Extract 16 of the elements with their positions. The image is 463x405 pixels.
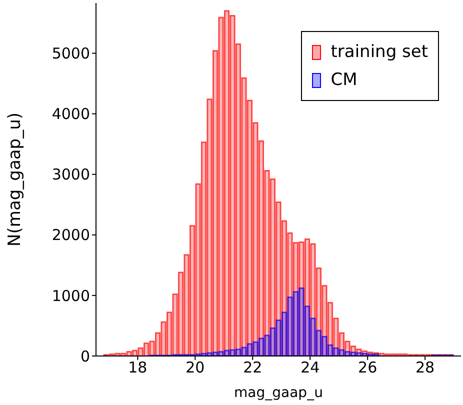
y-tick-label: 0 xyxy=(80,347,90,366)
x-tick-label: 22 xyxy=(243,358,262,377)
x-tick-label: 26 xyxy=(358,358,378,377)
x-axis-title: mag_gaap_u xyxy=(234,385,323,401)
x-tick-label: 20 xyxy=(186,358,205,377)
x-tick-label: 18 xyxy=(128,358,148,377)
y-axis-title: N(mag_gaap_u) xyxy=(5,112,26,246)
x-tick-label: 28 xyxy=(416,358,435,377)
y-tick-label: 4000 xyxy=(52,105,90,124)
y-tick-label: 2000 xyxy=(52,226,90,244)
y-tick-label: 3000 xyxy=(52,166,90,184)
y-tick-label: 5000 xyxy=(52,44,90,63)
x-tick-label: 24 xyxy=(300,358,320,377)
legend-label: CM xyxy=(330,69,358,92)
y-tick-label: 1000 xyxy=(52,286,90,305)
legend-label: training set xyxy=(330,41,428,64)
